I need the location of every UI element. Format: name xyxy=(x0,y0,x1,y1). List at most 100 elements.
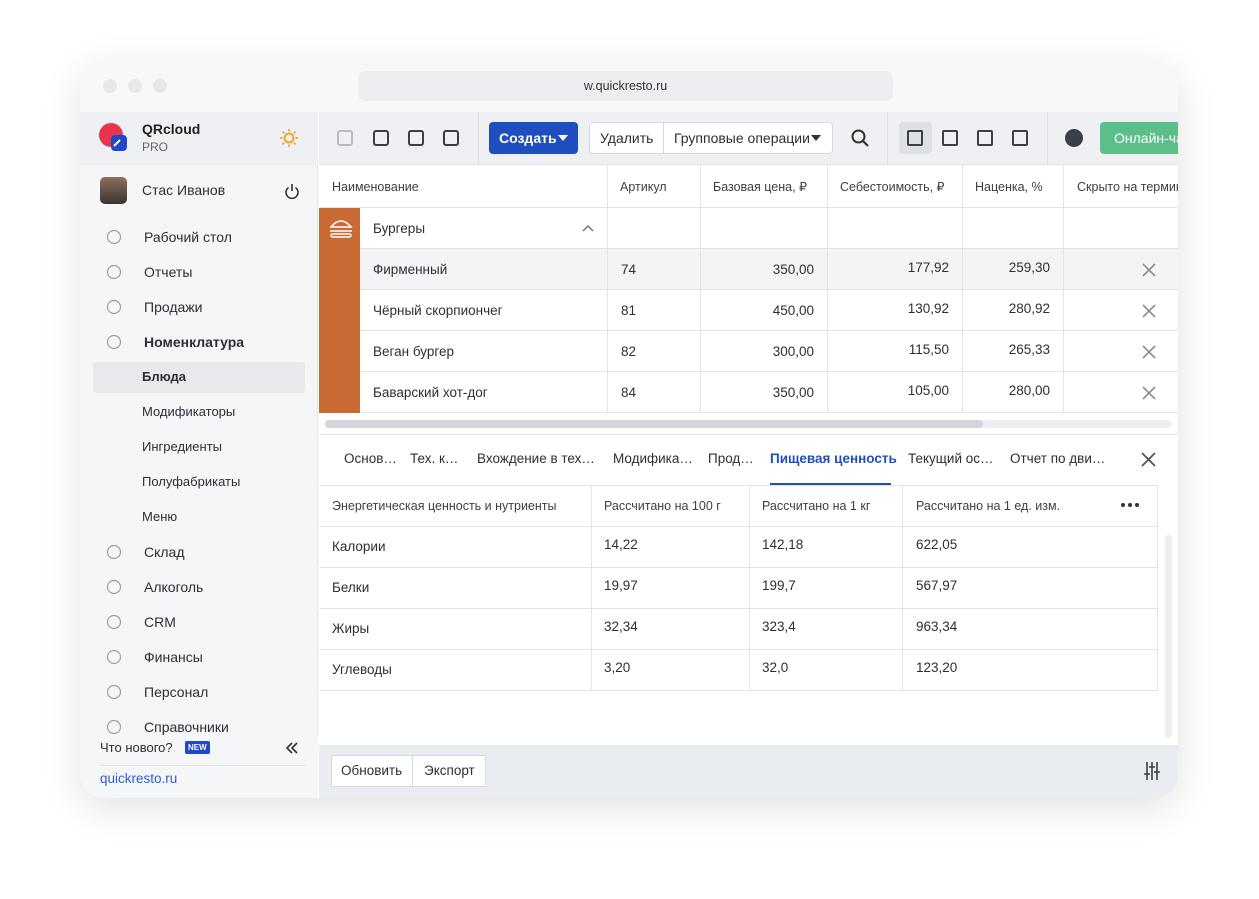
theme-toggle[interactable] xyxy=(280,129,298,147)
menu-item[interactable]: Склад xyxy=(144,544,185,560)
table-row[interactable] xyxy=(360,372,1178,413)
delete-button[interactable]: Удалить xyxy=(600,130,654,146)
toolbar-icon[interactable] xyxy=(337,130,353,146)
group-ops-button[interactable]: Групповые операции xyxy=(674,130,810,146)
column-header: Скрыто на термин xyxy=(1077,180,1178,194)
chat-label: Онлайн-ча xyxy=(1114,130,1178,146)
site-link[interactable]: quickresto.ru xyxy=(100,771,178,786)
toolbar-icon[interactable] xyxy=(907,130,923,146)
tab-underline xyxy=(770,483,891,485)
hidden-flag xyxy=(1142,304,1156,318)
cost: 177,92 xyxy=(907,260,949,275)
toolbar-icon[interactable] xyxy=(1012,130,1028,146)
submenu-item[interactable]: Модификаторы xyxy=(142,404,236,419)
menu-item[interactable]: Справочники xyxy=(144,719,229,735)
markup: 259,30 xyxy=(1008,260,1050,275)
toolbar-separator xyxy=(478,112,479,165)
menu-item[interactable]: Продажи xyxy=(144,299,203,315)
submenu-item[interactable]: Ингредиенты xyxy=(142,439,222,454)
whats-new[interactable]: Что нового? xyxy=(100,740,173,755)
toolbar-icon[interactable] xyxy=(408,130,424,146)
collapse[interactable] xyxy=(285,742,298,754)
refresh-button[interactable] xyxy=(331,755,413,787)
tab[interactable]: Основ… xyxy=(344,451,397,466)
window-dot xyxy=(153,79,167,93)
hidden-flag xyxy=(1142,263,1156,277)
column-border xyxy=(962,165,963,413)
create-label: Создать xyxy=(499,130,557,146)
toolbar-icon[interactable] xyxy=(942,130,958,146)
menu-icon xyxy=(106,579,122,595)
markup: 280,92 xyxy=(1008,301,1050,316)
settings[interactable] xyxy=(1144,762,1160,780)
dish-name: Чёрный скорпиончег xyxy=(373,303,503,318)
nutrient-value: 14,22 xyxy=(604,537,638,552)
cost: 115,50 xyxy=(908,342,949,357)
column-header: Рассчитано на 1 ед. изм. xyxy=(916,499,1061,513)
app-window: w.quickresto.ru QRcloud PRO Стас Иванов Рабо… xyxy=(80,60,1178,798)
tab[interactable]: Отчет по дви… xyxy=(1010,451,1106,466)
nutrient-value: 142,18 xyxy=(762,537,804,552)
hidden-flag xyxy=(1142,345,1156,359)
menu-item[interactable]: CRM xyxy=(144,614,176,630)
export-label: Экспорт xyxy=(424,763,475,778)
table-row[interactable] xyxy=(360,331,1178,372)
toolbar-icon[interactable] xyxy=(977,130,993,146)
tab[interactable]: Тех. к… xyxy=(410,451,459,466)
tab[interactable]: Текущий ос… xyxy=(908,451,994,466)
menu-item[interactable]: Алкоголь xyxy=(144,579,204,595)
nutrient-name: Калории xyxy=(332,539,386,554)
group-collapse[interactable] xyxy=(582,224,594,232)
nutrient-value: 32,34 xyxy=(604,619,638,634)
menu-item[interactable]: Финансы xyxy=(144,649,203,665)
tab[interactable]: Вхождение в тех… xyxy=(477,451,595,466)
dish-name: Баварский хот-дог xyxy=(373,385,488,400)
more[interactable] xyxy=(1121,503,1139,507)
cost: 130,92 xyxy=(907,301,949,316)
nutrient-value: 963,34 xyxy=(916,619,958,634)
scroll-thumb[interactable] xyxy=(325,420,983,428)
logout[interactable] xyxy=(285,184,299,200)
menu-item[interactable]: Номенклатура xyxy=(144,334,245,350)
ops-caret xyxy=(811,135,821,141)
submenu-item[interactable]: Меню xyxy=(142,509,178,524)
help[interactable] xyxy=(1065,129,1083,147)
menu-item[interactable]: Отчеты xyxy=(144,264,193,280)
tab[interactable]: Модифика… xyxy=(613,451,693,466)
tab[interactable]: Прод… xyxy=(708,451,754,466)
column-header: Энергетическая ценность и нутриенты xyxy=(332,499,557,513)
submenu-item[interactable]: Блюда xyxy=(142,369,187,384)
menu-item[interactable]: Рабочий стол xyxy=(144,229,232,245)
avatar xyxy=(100,177,127,204)
table-row[interactable] xyxy=(360,290,1178,331)
toolbar-icon[interactable] xyxy=(443,130,459,146)
base-price: 300,00 xyxy=(772,344,814,359)
menu-item[interactable]: Персонал xyxy=(144,684,209,700)
column-header: Себестоимость, ₽ xyxy=(840,180,945,194)
panel-divider xyxy=(319,434,1178,435)
toolbar-separator xyxy=(1047,112,1048,165)
menu-icon xyxy=(106,299,122,315)
menu-icon xyxy=(106,649,122,665)
row-selected xyxy=(360,249,1178,290)
chat-button[interactable] xyxy=(1100,122,1178,154)
submenu-item[interactable]: Полуфабрикаты xyxy=(142,474,241,489)
nutrient-value: 567,97 xyxy=(916,578,958,593)
export-button[interactable] xyxy=(412,755,486,787)
close-panel[interactable] xyxy=(1141,452,1156,467)
nutrient-value: 3,20 xyxy=(604,660,631,675)
base-price: 450,00 xyxy=(772,303,814,318)
search[interactable] xyxy=(851,129,869,147)
toolbar-icon[interactable] xyxy=(373,130,389,146)
menu-icon xyxy=(106,719,122,735)
base-price: 350,00 xyxy=(772,385,814,400)
article: 84 xyxy=(621,385,637,400)
tab[interactable]: Пищевая ценность xyxy=(770,451,897,466)
nutrition-header xyxy=(319,485,1157,527)
table-header xyxy=(319,165,1178,208)
url: w.quickresto.ru xyxy=(583,79,668,93)
column-border xyxy=(1157,485,1158,691)
table-row[interactable] xyxy=(360,249,1178,290)
column-header: Артикул xyxy=(620,180,667,194)
